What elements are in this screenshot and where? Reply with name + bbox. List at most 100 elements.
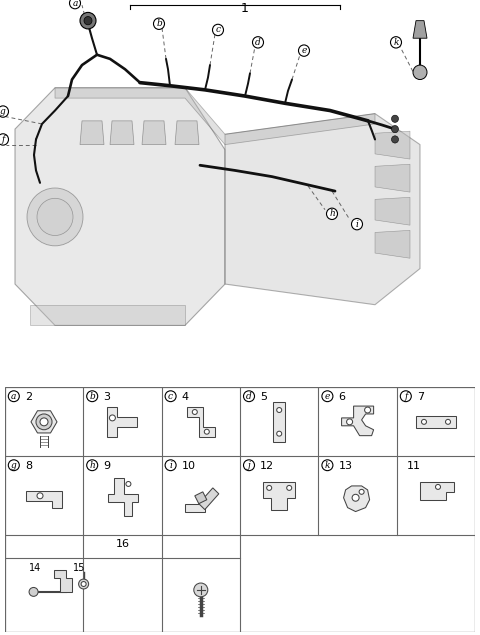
Circle shape bbox=[109, 415, 115, 421]
Polygon shape bbox=[26, 491, 62, 507]
Text: 5: 5 bbox=[260, 392, 267, 403]
Circle shape bbox=[267, 485, 272, 490]
Circle shape bbox=[79, 579, 89, 589]
Polygon shape bbox=[80, 121, 104, 145]
Polygon shape bbox=[195, 492, 207, 504]
Text: k: k bbox=[324, 461, 330, 470]
Circle shape bbox=[299, 45, 310, 57]
Circle shape bbox=[359, 490, 364, 494]
Circle shape bbox=[81, 582, 86, 587]
Text: 1: 1 bbox=[241, 2, 249, 15]
Circle shape bbox=[326, 208, 337, 220]
Text: j: j bbox=[248, 461, 251, 470]
Polygon shape bbox=[185, 504, 205, 512]
Text: 15: 15 bbox=[73, 563, 85, 573]
Circle shape bbox=[84, 17, 92, 25]
Text: 8: 8 bbox=[25, 461, 32, 471]
Polygon shape bbox=[15, 88, 225, 325]
Circle shape bbox=[29, 587, 38, 596]
Circle shape bbox=[252, 37, 264, 48]
Circle shape bbox=[0, 134, 9, 145]
Text: a: a bbox=[11, 392, 16, 401]
Circle shape bbox=[36, 414, 52, 430]
Text: 16: 16 bbox=[115, 539, 130, 549]
Circle shape bbox=[37, 198, 73, 236]
Circle shape bbox=[165, 391, 176, 402]
Circle shape bbox=[276, 408, 282, 413]
Text: e: e bbox=[325, 392, 330, 401]
Text: 3: 3 bbox=[103, 392, 110, 403]
Text: b: b bbox=[156, 19, 162, 28]
Polygon shape bbox=[54, 570, 72, 592]
Polygon shape bbox=[31, 411, 57, 433]
Text: c: c bbox=[216, 25, 220, 34]
Circle shape bbox=[413, 65, 427, 79]
Polygon shape bbox=[110, 121, 134, 145]
Polygon shape bbox=[344, 486, 370, 512]
Circle shape bbox=[27, 188, 83, 246]
Text: 4: 4 bbox=[181, 392, 189, 403]
Circle shape bbox=[126, 481, 131, 486]
Circle shape bbox=[40, 418, 48, 426]
Text: a: a bbox=[72, 0, 78, 8]
Text: i: i bbox=[356, 220, 359, 229]
Circle shape bbox=[194, 583, 208, 597]
Circle shape bbox=[8, 460, 19, 471]
Polygon shape bbox=[420, 482, 454, 500]
Text: 9: 9 bbox=[103, 461, 110, 471]
Circle shape bbox=[322, 391, 333, 402]
Circle shape bbox=[87, 391, 98, 402]
Circle shape bbox=[70, 0, 81, 9]
Text: h: h bbox=[89, 461, 95, 470]
Text: i: i bbox=[169, 461, 172, 470]
Circle shape bbox=[435, 485, 441, 490]
Text: 6: 6 bbox=[338, 392, 346, 403]
Text: d: d bbox=[255, 38, 261, 47]
Circle shape bbox=[352, 494, 359, 501]
Polygon shape bbox=[375, 231, 410, 258]
Circle shape bbox=[391, 37, 401, 48]
Polygon shape bbox=[187, 407, 215, 437]
Text: 2: 2 bbox=[25, 392, 32, 403]
Polygon shape bbox=[142, 121, 166, 145]
Text: c: c bbox=[168, 392, 173, 401]
Polygon shape bbox=[375, 164, 410, 192]
Text: b: b bbox=[89, 392, 95, 401]
Circle shape bbox=[276, 431, 282, 436]
Circle shape bbox=[392, 136, 398, 143]
Text: 10: 10 bbox=[181, 461, 196, 471]
Circle shape bbox=[243, 391, 254, 402]
Text: h: h bbox=[329, 210, 335, 218]
Text: 13: 13 bbox=[338, 461, 352, 471]
Polygon shape bbox=[225, 114, 420, 305]
Circle shape bbox=[392, 115, 398, 123]
Text: 12: 12 bbox=[260, 461, 274, 471]
Polygon shape bbox=[342, 406, 373, 436]
Text: f: f bbox=[1, 135, 5, 144]
Polygon shape bbox=[30, 305, 185, 325]
Circle shape bbox=[243, 460, 254, 471]
Circle shape bbox=[0, 106, 9, 117]
Polygon shape bbox=[108, 407, 137, 437]
Circle shape bbox=[347, 419, 353, 425]
Text: 11: 11 bbox=[407, 461, 421, 471]
Circle shape bbox=[37, 493, 43, 498]
Polygon shape bbox=[375, 131, 410, 159]
Circle shape bbox=[445, 419, 451, 424]
Circle shape bbox=[322, 460, 333, 471]
Text: 7: 7 bbox=[417, 392, 424, 403]
Text: f: f bbox=[404, 392, 408, 401]
Circle shape bbox=[400, 391, 411, 402]
Polygon shape bbox=[413, 21, 427, 38]
Polygon shape bbox=[55, 88, 375, 145]
Polygon shape bbox=[375, 197, 410, 225]
Circle shape bbox=[204, 429, 209, 434]
Circle shape bbox=[87, 460, 98, 471]
Circle shape bbox=[351, 218, 362, 230]
Text: e: e bbox=[301, 46, 307, 55]
Circle shape bbox=[80, 13, 96, 29]
Circle shape bbox=[165, 460, 176, 471]
Circle shape bbox=[287, 485, 292, 490]
Circle shape bbox=[213, 24, 224, 36]
Circle shape bbox=[421, 419, 427, 424]
